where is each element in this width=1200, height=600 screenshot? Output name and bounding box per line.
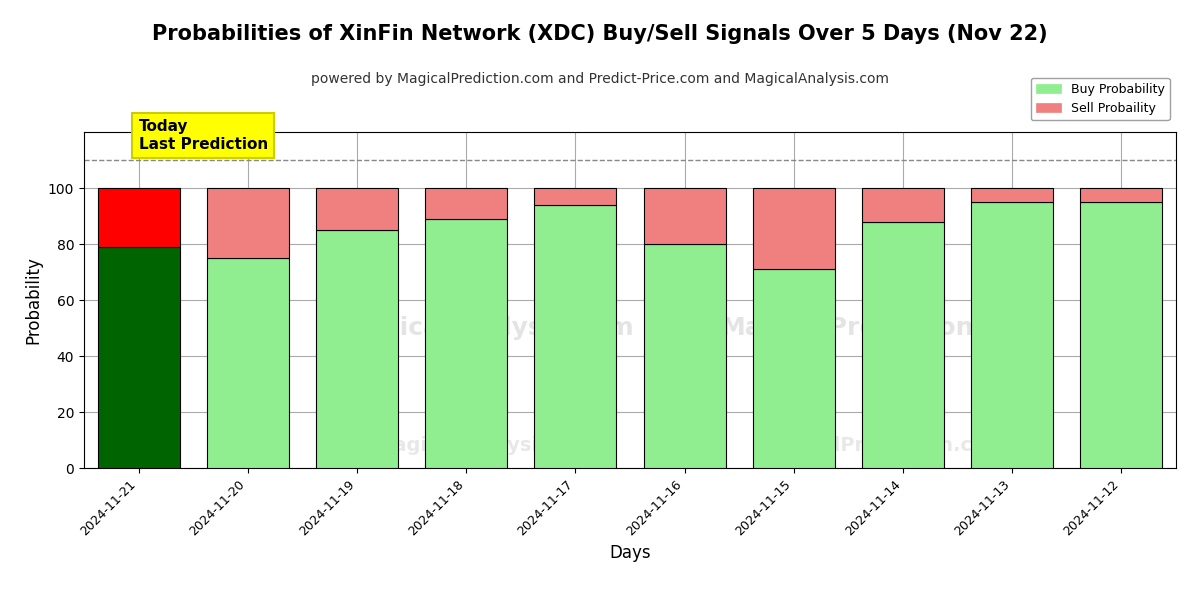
Y-axis label: Probability: Probability [24,256,42,344]
Bar [643,244,726,468]
Legend: Buy Probability, Sell Probaility: Buy Probability, Sell Probaility [1031,78,1170,120]
Text: MagicalAnalysis.com: MagicalAnalysis.com [374,436,602,455]
Bar [1080,188,1163,202]
Bar [1080,202,1163,468]
Text: powered by MagicalPrediction.com and Predict-Price.com and MagicalAnalysis.com: powered by MagicalPrediction.com and Pre… [311,72,889,86]
Bar [752,188,835,269]
Text: Today
Last Prediction: Today Last Prediction [139,119,268,152]
Bar [425,219,508,468]
Bar [316,230,398,468]
Bar [206,188,289,258]
Bar [97,247,180,468]
Bar [862,188,944,221]
Bar [971,188,1054,202]
X-axis label: Days: Days [610,544,650,562]
Text: MagicalPrediction.com: MagicalPrediction.com [756,436,1006,455]
Bar [206,258,289,468]
Bar [643,188,726,244]
Bar [971,202,1054,468]
Text: MagicalAnalysis.com: MagicalAnalysis.com [341,316,635,340]
Text: MagicalPrediction.com: MagicalPrediction.com [720,316,1042,340]
Bar [862,221,944,468]
Bar [534,205,617,468]
Bar [316,188,398,230]
Bar [425,188,508,219]
Text: Probabilities of XinFin Network (XDC) Buy/Sell Signals Over 5 Days (Nov 22): Probabilities of XinFin Network (XDC) Bu… [152,24,1048,44]
Bar [534,188,617,205]
Bar [752,269,835,468]
Bar [97,188,180,247]
